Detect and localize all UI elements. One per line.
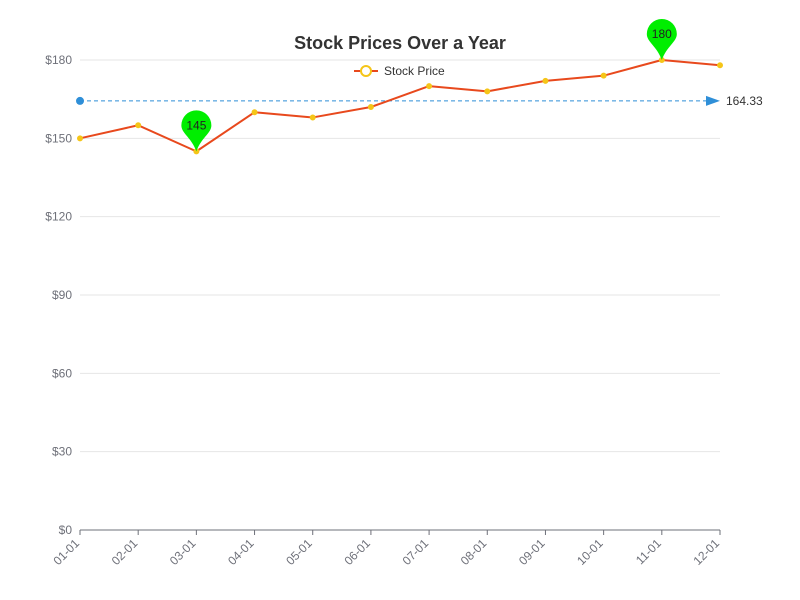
data-point[interactable] (426, 83, 433, 90)
legend-marker-swatch (360, 65, 372, 77)
pin-label: 180 (652, 27, 672, 41)
x-tick-label: 07-01 (400, 536, 432, 568)
data-point[interactable] (77, 135, 83, 142)
pin-marker-icon (181, 110, 212, 152)
x-tick-label: 03-01 (167, 536, 199, 568)
y-tick-label: $150 (45, 131, 72, 145)
y-tick-label: $60 (52, 366, 72, 380)
average-mark-line: 164.33 (76, 94, 763, 108)
x-tick-label: 08-01 (458, 536, 490, 568)
y-tick-label: $90 (52, 288, 72, 302)
x-tick-label: 11-01 (633, 536, 664, 567)
data-point[interactable] (600, 72, 607, 79)
y-tick-label: $30 (52, 445, 72, 459)
x-tick-label: 04-01 (225, 536, 257, 568)
data-point[interactable] (135, 122, 142, 129)
avg-line-arrow-icon (706, 95, 720, 106)
data-point[interactable] (717, 62, 723, 69)
x-axis: 01-01 02-01 03-01 04-01 05-01 06-01 07-01 08-01… (51, 529, 723, 568)
y-tick-label: $120 (45, 210, 72, 224)
data-point[interactable] (251, 109, 258, 116)
data-point[interactable] (542, 77, 549, 84)
chart-title: Stock Prices Over a Year (294, 33, 506, 53)
y-tick-label: $0 (59, 523, 73, 537)
series-stock-price (77, 57, 723, 155)
series-line (79, 59, 721, 153)
grid-lines (80, 59, 720, 453)
x-tick-label: 02-01 (109, 536, 141, 568)
avg-line-label: 164.33 (726, 94, 763, 108)
data-point[interactable] (309, 114, 316, 121)
y-tick-label: $180 (45, 53, 72, 67)
x-tick-label: 09-01 (516, 536, 548, 568)
x-tick-label: 10-01 (574, 536, 606, 568)
pin-label: 145 (186, 118, 206, 132)
x-tick-label: 01-01 (51, 536, 83, 568)
x-tick-label: 05-01 (283, 536, 315, 568)
legend-label: Stock Price (384, 64, 445, 78)
mark-points: 145 180 (181, 19, 677, 152)
legend[interactable]: Stock Price (354, 64, 445, 78)
pin-marker-icon (646, 19, 677, 60)
y-axis-labels: $0 $30 $60 $90 $120 $150 $180 (45, 53, 72, 537)
data-point[interactable] (367, 104, 374, 110)
data-point[interactable] (484, 88, 491, 95)
x-tick-label: 06-01 (341, 536, 373, 568)
x-tick-label: 12-01 (691, 536, 723, 568)
